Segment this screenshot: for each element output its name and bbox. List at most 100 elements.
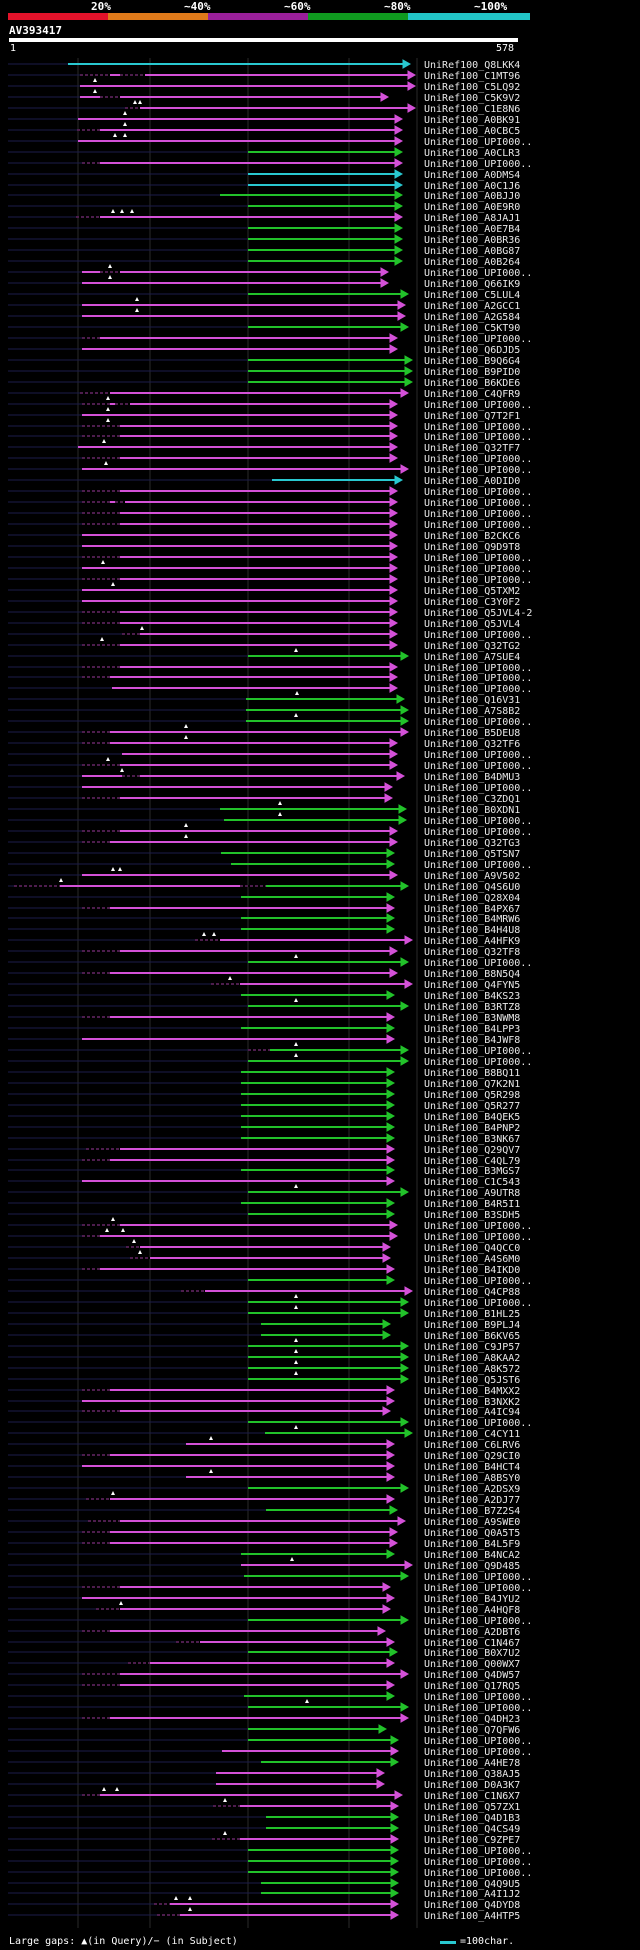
hit-row[interactable]: UniRef100_B3NXK2 xyxy=(8,1396,520,1408)
hit-row[interactable]: UniRef100_UPI000.. xyxy=(8,552,532,564)
hit-label[interactable]: UniRef100_A7S8B2 xyxy=(424,706,520,717)
hit-label[interactable]: UniRef100_A9SWE0 xyxy=(424,1517,520,1528)
hit-row[interactable]: UniRef100_UPI000.. xyxy=(8,662,532,674)
hit-row[interactable]: UniRef100_Q4DW57 xyxy=(8,1669,520,1681)
hit-row[interactable]: UniRef100_Q4QCC0 xyxy=(8,1239,520,1254)
hit-label[interactable]: UniRef100_C3ZDQ1 xyxy=(424,794,520,805)
hit-row[interactable]: UniRef100_UPI000.. xyxy=(8,1582,532,1594)
hit-label[interactable]: UniRef100_B9PID0 xyxy=(424,367,520,378)
hit-row[interactable]: UniRef100_A0DMS4 xyxy=(8,169,520,181)
hit-row[interactable]: UniRef100_A8KAA2 xyxy=(8,1349,520,1364)
hit-row[interactable]: UniRef100_UPI000.. xyxy=(8,757,532,772)
hit-row[interactable]: UniRef100_B4JYU2 xyxy=(8,1593,520,1605)
hit-row[interactable]: UniRef100_C3ZDQ1 xyxy=(8,793,520,805)
hit-label[interactable]: UniRef100_Q5JST6 xyxy=(424,1375,520,1386)
hit-row[interactable]: UniRef100_UPI000.. xyxy=(8,1417,532,1429)
hit-row[interactable]: UniRef100_B3RTZ8 xyxy=(8,998,520,1013)
hit-row[interactable]: UniRef100_UPI000.. xyxy=(8,672,532,684)
hit-row[interactable]: UniRef100_A0E7B4 xyxy=(8,223,520,235)
hit-row[interactable]: UniRef100_Q4CP88 xyxy=(8,1286,520,1298)
hit-label[interactable]: UniRef100_B4H4U8 xyxy=(424,925,520,936)
hit-row[interactable]: UniRef100_Q17RQ5 xyxy=(8,1680,520,1692)
hit-row[interactable]: UniRef100_Q7K2N1 xyxy=(8,1078,520,1090)
hit-row[interactable]: UniRef100_A4I1J2 xyxy=(8,1888,520,1900)
hit-label[interactable]: UniRef100_C1N467 xyxy=(424,1638,520,1649)
hit-row[interactable]: UniRef100_B4NCA2 xyxy=(8,1549,520,1561)
hit-row[interactable]: UniRef100_C5LUL4 xyxy=(8,289,520,301)
hit-row[interactable]: UniRef100_Q4D1B3 xyxy=(8,1812,520,1824)
hit-label[interactable]: UniRef100_A2G584 xyxy=(424,312,520,323)
hit-label[interactable]: UniRef100_B4NCA2 xyxy=(424,1550,520,1561)
hit-label[interactable]: UniRef100_B4QEK5 xyxy=(424,1112,520,1123)
hit-row[interactable]: UniRef100_UPI000.. xyxy=(8,1845,532,1857)
hit-label[interactable]: UniRef100_UPI000.. xyxy=(424,1232,532,1243)
hit-label[interactable]: UniRef100_C9JP57 xyxy=(424,1342,520,1353)
hit-label[interactable]: UniRef100_B3SDH5 xyxy=(424,1210,520,1221)
hit-label[interactable]: UniRef100_Q32TG2 xyxy=(424,641,520,652)
hit-label[interactable]: UniRef100_A0C1J6 xyxy=(424,181,520,192)
hit-label[interactable]: UniRef100_UPI000.. xyxy=(424,465,532,476)
hit-label[interactable]: UniRef100_C1C543 xyxy=(424,1177,520,1188)
hit-row[interactable]: UniRef100_UPI000.. xyxy=(8,1691,532,1703)
hit-label[interactable]: UniRef100_B4HCT4 xyxy=(424,1462,520,1473)
hit-row[interactable]: UniRef100_D0A3K7 xyxy=(8,1779,520,1791)
hit-label[interactable]: UniRef100_Q5JVL4-2 xyxy=(424,608,532,619)
hit-label[interactable]: UniRef100_Q5TXM2 xyxy=(424,586,520,597)
hit-row[interactable]: UniRef100_A8JAJ1 xyxy=(8,209,520,224)
hit-label[interactable]: UniRef100_A0E7B4 xyxy=(424,224,520,235)
hit-label[interactable]: UniRef100_Q5R277 xyxy=(424,1101,520,1112)
hit-row[interactable]: UniRef100_UPI000.. xyxy=(8,574,532,586)
hit-label[interactable]: UniRef100_UPI000.. xyxy=(424,137,532,148)
hit-row[interactable]: UniRef100_B9PLJ4 xyxy=(8,1319,520,1331)
hit-label[interactable]: UniRef100_Q4D1B3 xyxy=(424,1813,520,1824)
hit-row[interactable]: UniRef100_A2GCC1 xyxy=(8,297,520,312)
hit-label[interactable]: UniRef100_A4I1J2 xyxy=(424,1889,520,1900)
hit-label[interactable]: UniRef100_C5LQ92 xyxy=(424,82,520,93)
hit-label[interactable]: UniRef100_A0BG87 xyxy=(424,246,520,257)
hit-row[interactable]: UniRef100_B4DMU3 xyxy=(8,768,520,783)
hit-label[interactable]: UniRef100_A8BSY0 xyxy=(424,1473,520,1484)
hit-label[interactable]: UniRef100_Q4DH23 xyxy=(424,1714,520,1725)
hit-label[interactable]: UniRef100_Q29CI0 xyxy=(424,1451,520,1462)
hit-label[interactable]: UniRef100_Q9D9T8 xyxy=(424,542,520,553)
hit-row[interactable]: UniRef100_UPI000.. xyxy=(8,497,532,509)
hit-row[interactable]: UniRef100_Q32TF6 xyxy=(8,735,520,750)
hit-row[interactable]: UniRef100_C3Y0F2 xyxy=(8,596,520,608)
hit-label[interactable]: UniRef100_C1E8N6 xyxy=(424,104,520,115)
hit-row[interactable]: UniRef100_A4HQF8 xyxy=(8,1601,520,1616)
hit-row[interactable]: UniRef100_B4PNP2 xyxy=(8,1122,520,1134)
hit-label[interactable]: UniRef100_UPI000.. xyxy=(424,1616,532,1627)
hit-row[interactable]: UniRef100_UPI000.. xyxy=(8,133,532,148)
hit-label[interactable]: UniRef100_UPI000.. xyxy=(424,860,532,871)
hit-label[interactable]: UniRef100_B7Z2S4 xyxy=(424,1506,520,1517)
hit-label[interactable]: UniRef100_UPI000.. xyxy=(424,761,532,772)
hit-row[interactable]: UniRef100_Q16V31 xyxy=(8,691,520,706)
hit-label[interactable]: UniRef100_UPI000.. xyxy=(424,1221,532,1232)
hit-label[interactable]: UniRef100_UPI000.. xyxy=(424,816,532,827)
hit-row[interactable]: UniRef100_A0BR36 xyxy=(8,234,520,246)
hit-row[interactable]: UniRef100_B0XDN1 xyxy=(8,801,520,816)
hit-label[interactable]: UniRef100_B9PLJ4 xyxy=(424,1320,520,1331)
hit-label[interactable]: UniRef100_B3RTZ8 xyxy=(424,1002,520,1013)
hit-row[interactable]: UniRef100_UPI000.. xyxy=(8,1699,532,1714)
hit-label[interactable]: UniRef100_B3NK67 xyxy=(424,1134,520,1145)
hit-label[interactable]: UniRef100_UPI000.. xyxy=(424,673,532,684)
hit-label[interactable]: UniRef100_A2DSX9 xyxy=(424,1484,520,1495)
hit-row[interactable]: UniRef100_C9ZPE7 xyxy=(8,1831,520,1846)
hit-row[interactable]: UniRef100_B4HCT4 xyxy=(8,1461,520,1473)
hit-label[interactable]: UniRef100_B4MXX2 xyxy=(424,1386,520,1397)
hit-label[interactable]: UniRef100_A7SUE4 xyxy=(424,652,520,663)
hit-label[interactable]: UniRef100_UPI000.. xyxy=(424,1583,532,1594)
hit-row[interactable]: UniRef100_A0C1J6 xyxy=(8,180,520,192)
hit-row[interactable]: UniRef100_Q5JVL4 xyxy=(8,618,520,630)
hit-label[interactable]: UniRef100_Q6DJD5 xyxy=(424,345,520,356)
hit-label[interactable]: UniRef100_B8BQ11 xyxy=(424,1068,520,1079)
hit-label[interactable]: UniRef100_Q29QV7 xyxy=(424,1145,520,1156)
hit-row[interactable]: UniRef100_C6LRV6 xyxy=(8,1436,520,1451)
hit-row[interactable]: UniRef100_A4HFK9 xyxy=(8,932,520,947)
hit-label[interactable]: UniRef100_B4IKD0 xyxy=(424,1265,520,1276)
hit-label[interactable]: UniRef100_B5DEU8 xyxy=(424,728,520,739)
hit-row[interactable]: UniRef100_C1MT96 xyxy=(8,70,520,82)
hit-label[interactable]: UniRef100_UPI000.. xyxy=(424,509,532,520)
hit-row[interactable]: UniRef100_Q66IK9 xyxy=(8,275,520,290)
